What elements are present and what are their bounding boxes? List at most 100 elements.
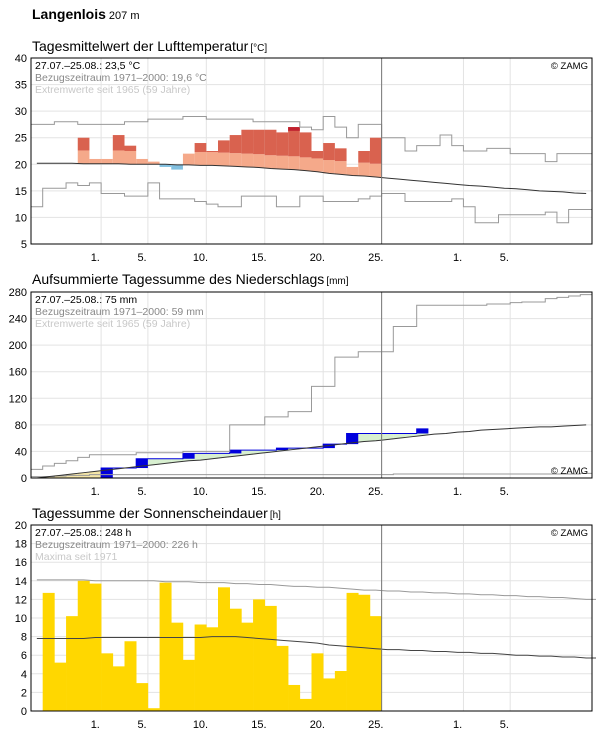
precipitation-deviation-fill xyxy=(147,458,160,465)
temperature-bar-light xyxy=(358,162,370,176)
sunshine-chart-title: Tagessumme der Sonnenscheindauer [h] xyxy=(32,505,281,521)
precipitation-y-tick-label: 40 xyxy=(15,446,27,458)
temperature-bar xyxy=(288,127,300,157)
precipitation-rain-bar xyxy=(101,468,113,478)
sunshine-plot-border xyxy=(30,524,593,712)
precipitation-x-tick-label: 20. xyxy=(310,486,325,498)
precipitation-deviation-fill xyxy=(206,453,218,459)
temperature-copyright: © ZAMG xyxy=(551,61,588,72)
precipitation-rain-bar xyxy=(136,458,148,469)
precipitation-x-tick-label: 5. xyxy=(500,486,509,498)
temperature-x-tick-label: 5. xyxy=(137,252,146,264)
temperature-bar xyxy=(311,151,324,159)
temperature-max-extreme-line xyxy=(31,115,592,163)
sunshine-y-tick-label: 12 xyxy=(15,594,27,606)
sunshine-y-tick-label: 4 xyxy=(21,669,27,681)
temperature-x-tick-label: 20. xyxy=(310,252,325,264)
temperature-record-mark xyxy=(288,127,300,131)
sunshine-x-tick-label: 15. xyxy=(251,719,266,729)
temperature-bar xyxy=(323,143,335,161)
temperature-bar-light xyxy=(334,161,347,175)
sunshine-x-tick-label: 1. xyxy=(91,719,100,729)
precipitation-y-tick-label: 80 xyxy=(15,420,27,432)
precipitation-deviation-fill xyxy=(218,453,230,458)
temperature-bar-light xyxy=(253,154,265,168)
sunshine-x-tick-label: 20. xyxy=(310,719,325,729)
precipitation-deviation-fill xyxy=(358,433,370,442)
sunshine-x-tick-label: 5. xyxy=(137,719,146,729)
sunshine-y-tick-label: 10 xyxy=(15,613,27,625)
temperature-y-tick-label: 5 xyxy=(21,239,27,251)
sunshine-bar xyxy=(323,678,336,711)
precipitation-deviation-fill xyxy=(66,474,78,478)
sunshine-bar xyxy=(112,666,125,711)
sunshine-y-tick-label: 6 xyxy=(21,650,27,662)
sunshine-bar xyxy=(136,683,149,711)
sunshine-bar xyxy=(264,605,277,711)
precipitation-deviation-fill xyxy=(241,450,254,455)
precipitation-deviation-fill xyxy=(194,453,207,461)
temperature-bar xyxy=(334,148,347,162)
precipitation-copyright: © ZAMG xyxy=(551,466,588,477)
temperature-x-tick-label: 15. xyxy=(251,252,266,264)
temperature-y-tick-label: 30 xyxy=(15,106,27,118)
temperature-bar-cool xyxy=(159,164,172,167)
precipitation-deviation-fill xyxy=(159,458,172,464)
temperature-info-line: 27.07.–25.08.: 23,5 °C xyxy=(35,60,141,72)
sunshine-y-tick-label: 20 xyxy=(15,520,27,532)
sunshine-bar xyxy=(288,684,301,711)
precipitation-rain-bar xyxy=(182,453,195,459)
sunshine-bar xyxy=(147,708,160,711)
sunshine-y-tick-label: 14 xyxy=(15,576,27,588)
temperature-bar xyxy=(206,151,218,153)
sunshine-bar xyxy=(346,592,359,711)
temperature-bar xyxy=(276,132,289,156)
temperature-bar xyxy=(369,137,382,164)
temperature-chart: 5 10 15 20 25 30 35 40 1. 5. 10. 15. 20. 25. 1. 5. 27.07… xyxy=(15,53,593,264)
precipitation-x-tick-label: 10. xyxy=(193,486,208,498)
precipitation-deviation-fill xyxy=(288,448,300,450)
temperature-bar xyxy=(253,129,265,155)
temperature-bar xyxy=(218,140,230,153)
temperature-bar-light xyxy=(194,152,207,166)
sunshine-bar xyxy=(194,624,207,711)
sunshine-bar xyxy=(334,671,347,711)
temperature-bar-light xyxy=(89,158,102,164)
sunshine-bar xyxy=(369,616,382,711)
precipitation-deviation-fill xyxy=(171,458,183,463)
precipitation-unit: [mm] xyxy=(326,276,349,287)
temperature-min-extreme-line xyxy=(31,182,592,224)
temperature-bar-light xyxy=(241,153,254,167)
temperature-bar-light xyxy=(101,158,113,164)
temperature-x-tick-label: 1. xyxy=(91,252,100,264)
temperature-y-tick-label: 10 xyxy=(15,212,27,224)
sunshine-x-tick-label: 1. xyxy=(453,719,462,729)
precipitation-y-tick-label: 0 xyxy=(21,473,27,485)
precipitation-rain-bar xyxy=(323,444,335,449)
temperature-x-tick-label: 5. xyxy=(500,252,509,264)
sunshine-bar xyxy=(299,698,312,711)
temperature-x-tick-label: 1. xyxy=(453,252,462,264)
temperature-bar xyxy=(358,151,370,163)
precipitation-normal-line xyxy=(36,424,587,479)
temperature-bar-light xyxy=(288,156,300,170)
precipitation-x-tick-label: 1. xyxy=(453,486,462,498)
temperature-unit: [°C] xyxy=(250,43,268,54)
temperature-bar-light xyxy=(299,157,312,171)
temperature-bar xyxy=(229,135,242,154)
sunshine-chart: 0 2 4 6 8 10 12 14 16 18 20 1. 5. 10. 15. 20. 25. 1. 5. 27.… xyxy=(15,520,596,729)
precipitation-y-tick-label: 240 xyxy=(9,314,27,326)
precipitation-x-tick-label: 5. xyxy=(137,486,146,498)
temperature-bar-light xyxy=(218,152,230,166)
precipitation-deviation-fill xyxy=(54,475,67,478)
temperature-bar-light xyxy=(147,161,160,165)
temperature-bar-cool xyxy=(171,164,183,170)
sunshine-bar xyxy=(218,587,230,711)
precipitation-rain-bar xyxy=(346,433,359,445)
precipitation-deviation-fill xyxy=(381,433,394,440)
temperature-chart-title: Tagesmittelwert der Lufttemperatur [°C] xyxy=(32,38,267,54)
temperature-normal-line xyxy=(36,162,587,195)
temperature-y-tick-label: 15 xyxy=(15,186,27,198)
sunshine-bar xyxy=(101,653,114,711)
